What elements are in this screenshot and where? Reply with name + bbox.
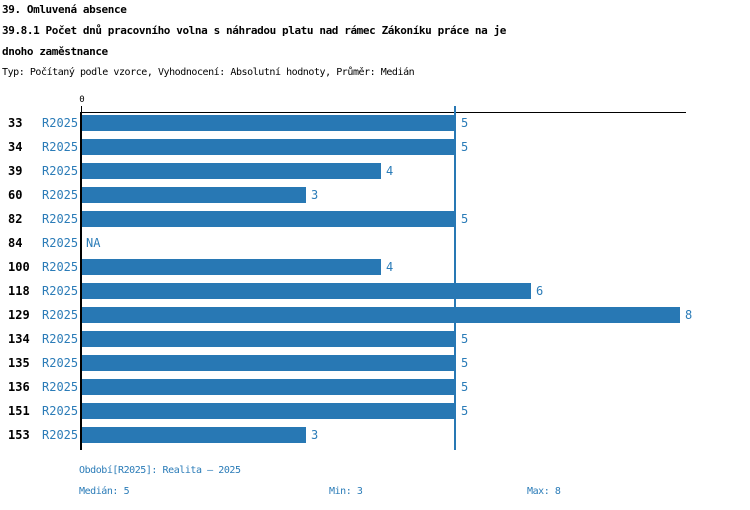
category-label: 60 <box>8 188 23 202</box>
value-bar <box>82 139 456 155</box>
chart-row-134: 134 R2025 5 <box>0 331 750 347</box>
value-bar <box>82 211 456 227</box>
value-bar <box>82 379 456 395</box>
chart-subtitle-line-2: dnoho zaměstnance <box>2 45 108 58</box>
period-label: R2025 <box>42 404 79 418</box>
category-label: 118 <box>8 284 30 298</box>
value-label: 5 <box>461 404 469 418</box>
legend-period-label: Období[R2025]: Realita – 2025 <box>79 465 241 476</box>
stat-min: Min: 3 <box>329 486 363 497</box>
chart-row-153: 153 R2025 3 <box>0 427 750 443</box>
period-label: R2025 <box>42 428 79 442</box>
value-label: 5 <box>461 116 469 130</box>
value-label: 5 <box>461 356 469 370</box>
value-bar <box>82 403 456 419</box>
chart-row-118: 118 R2025 6 <box>0 283 750 299</box>
chart-row-60: 60 R2025 3 <box>0 187 750 203</box>
chart-row-151: 151 R2025 5 <box>0 403 750 419</box>
category-label: 100 <box>8 260 30 274</box>
category-label: 134 <box>8 332 30 346</box>
value-bar <box>82 331 456 347</box>
value-label: 3 <box>311 188 319 202</box>
category-label: 136 <box>8 380 30 394</box>
x-axis-line <box>81 112 686 113</box>
period-label: R2025 <box>42 188 79 202</box>
value-label: 5 <box>461 332 469 346</box>
category-label: 39 <box>8 164 23 178</box>
category-label: 84 <box>8 236 23 250</box>
category-label: 33 <box>8 116 23 130</box>
y-axis-line <box>80 112 82 450</box>
period-label: R2025 <box>42 380 79 394</box>
chart-row-136: 136 R2025 5 <box>0 379 750 395</box>
chart-row-84: 84 R2025 NA <box>0 235 750 251</box>
stat-max: Max: 8 <box>527 486 561 497</box>
chart-meta-note: Typ: Počítaný podle vzorce, Vyhodnocení:… <box>2 67 415 78</box>
period-label: R2025 <box>42 356 79 370</box>
chart-row-39: 39 R2025 4 <box>0 163 750 179</box>
category-label: 34 <box>8 140 23 154</box>
period-label: R2025 <box>42 164 79 178</box>
chart-row-100: 100 R2025 4 <box>0 259 750 275</box>
value-bar <box>82 355 456 371</box>
value-bar <box>82 427 306 443</box>
category-label: 153 <box>8 428 30 442</box>
value-label: 3 <box>311 428 319 442</box>
value-label: 5 <box>461 380 469 394</box>
period-label: R2025 <box>42 212 79 226</box>
value-label: 5 <box>461 140 469 154</box>
period-label: R2025 <box>42 260 79 274</box>
value-label: 8 <box>685 308 693 322</box>
value-bar <box>82 259 381 275</box>
period-label: R2025 <box>42 236 79 250</box>
period-label: R2025 <box>42 284 79 298</box>
period-label: R2025 <box>42 332 79 346</box>
period-label: R2025 <box>42 116 79 130</box>
chart-subtitle-line-1: 39.8.1 Počet dnů pracovního volna s náhr… <box>2 24 507 37</box>
period-label: R2025 <box>42 308 79 322</box>
value-label: 4 <box>386 260 394 274</box>
x-axis-zero-tick-label: 0 <box>79 95 85 105</box>
value-bar <box>82 163 381 179</box>
category-label: 151 <box>8 404 30 418</box>
category-label: 82 <box>8 212 23 226</box>
stat-median: Medián: 5 <box>79 486 130 497</box>
value-bar <box>82 283 531 299</box>
chart-row-135: 135 R2025 5 <box>0 355 750 371</box>
chart-row-34: 34 R2025 5 <box>0 139 750 155</box>
chart-row-129: 129 R2025 8 <box>0 307 750 323</box>
category-label: 129 <box>8 308 30 322</box>
na-value-label: NA <box>86 236 101 250</box>
page-title: 39. Omluvená absence <box>2 3 127 16</box>
period-label: R2025 <box>42 140 79 154</box>
value-label: 6 <box>536 284 544 298</box>
value-bar <box>82 115 456 131</box>
chart-row-33: 33 R2025 5 <box>0 115 750 131</box>
value-bar <box>82 307 680 323</box>
x-axis-tick-mark <box>81 106 82 112</box>
value-label: 4 <box>386 164 394 178</box>
median-reference-line <box>454 106 456 450</box>
value-bar <box>82 187 306 203</box>
category-label: 135 <box>8 356 30 370</box>
value-label: 5 <box>461 212 469 226</box>
chart-row-82: 82 R2025 5 <box>0 211 750 227</box>
